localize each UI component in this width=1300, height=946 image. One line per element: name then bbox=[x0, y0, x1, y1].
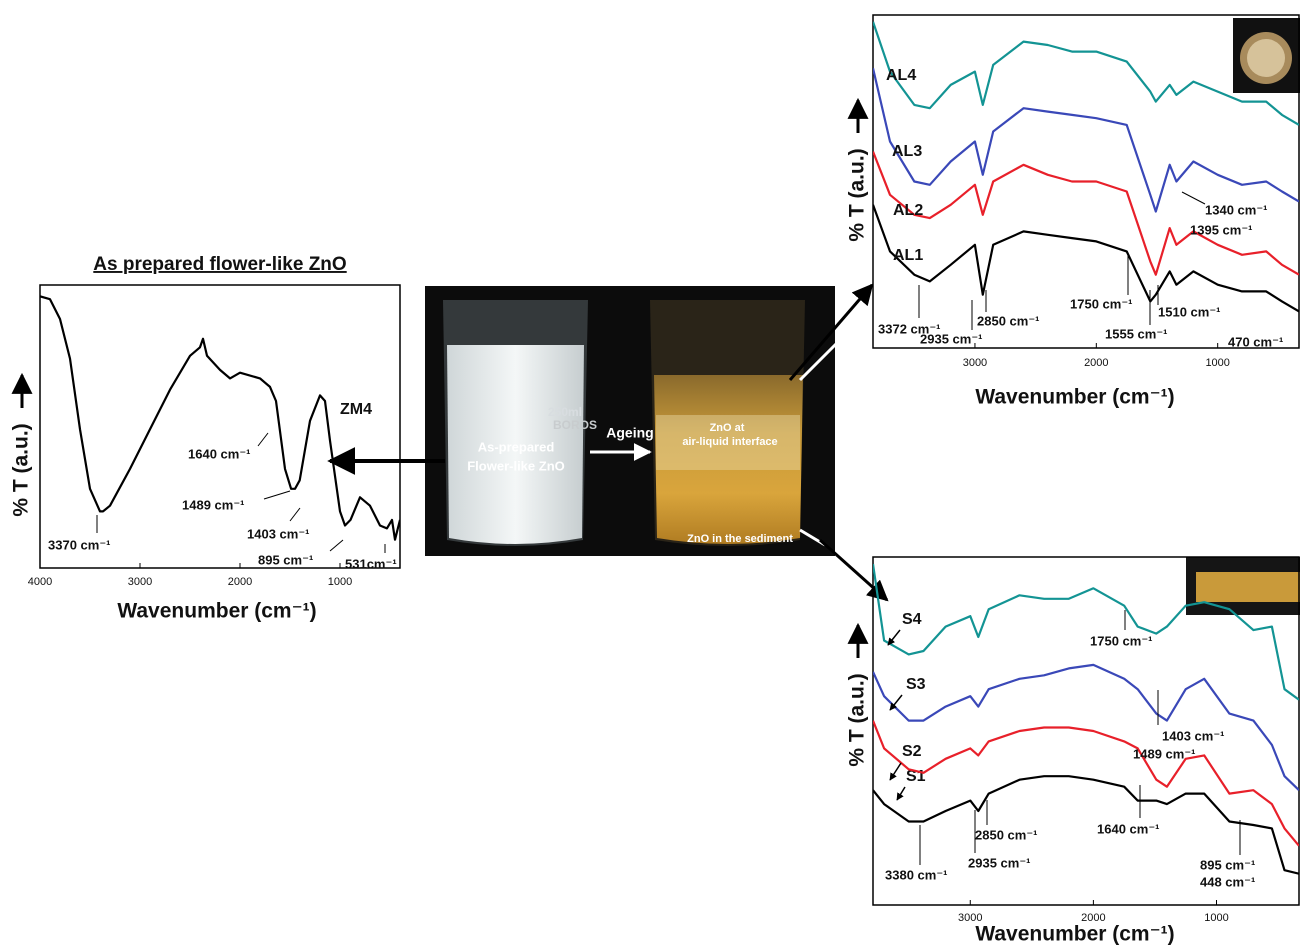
chart: Wavenumber (cm⁻¹) % T (a.u.) 3000 2000 1000 A… bbox=[846, 15, 1299, 409]
peak-annotation: 470 cm⁻¹ bbox=[1228, 334, 1283, 349]
x-tick-label: 1000 bbox=[1204, 912, 1228, 924]
photo-label: Ageing bbox=[606, 425, 653, 441]
photo-label: As-prepared bbox=[478, 439, 555, 454]
series-label: AL2 bbox=[893, 202, 923, 219]
photo-label: ZnO in the sediment bbox=[687, 533, 793, 545]
x-tick-label: 3000 bbox=[128, 576, 152, 588]
series-label: AL3 bbox=[892, 143, 922, 160]
label-pointer bbox=[897, 787, 905, 800]
peak-annotation: 531cm⁻¹ bbox=[345, 556, 397, 571]
x-axis-label: Wavenumber (cm⁻¹) bbox=[975, 386, 1174, 409]
peak-pointer bbox=[330, 540, 343, 551]
spectrum-line bbox=[873, 665, 1299, 790]
peak-pointer bbox=[264, 491, 290, 499]
spectrum-line bbox=[873, 205, 1299, 312]
x-tick-label: 3000 bbox=[958, 912, 982, 924]
photo-label: 250ml bbox=[548, 405, 582, 419]
figure: As prepared flower-like ZnO Wavenumber (c… bbox=[0, 0, 1300, 946]
peak-annotation: 1640 cm⁻¹ bbox=[188, 446, 251, 461]
inset-photo bbox=[1186, 557, 1300, 615]
peak-annotation: 1395 cm⁻¹ bbox=[1190, 222, 1253, 237]
chart: As prepared flower-like ZnO Wavenumber (c… bbox=[10, 254, 400, 623]
inset-photo bbox=[1233, 18, 1300, 93]
photo bbox=[425, 286, 840, 556]
x-tick-label: 2000 bbox=[1084, 357, 1108, 369]
photo-label: air-liquid interface bbox=[682, 436, 777, 448]
x-tick-label: 1000 bbox=[1205, 357, 1229, 369]
peak-annotation: 1750 cm⁻¹ bbox=[1090, 633, 1153, 648]
peak-annotation: 895 cm⁻¹ bbox=[258, 552, 313, 567]
series-label: AL1 bbox=[893, 247, 923, 264]
y-axis-label: % T (a.u.) bbox=[846, 148, 869, 241]
series-label: ZM4 bbox=[340, 401, 372, 418]
y-axis-label: % T (a.u.) bbox=[10, 423, 33, 516]
peak-annotation: 448 cm⁻¹ bbox=[1200, 874, 1255, 889]
spectrum-line bbox=[873, 721, 1299, 846]
peak-annotation: 1489 cm⁻¹ bbox=[1133, 746, 1196, 761]
peak-annotation: 1750 cm⁻¹ bbox=[1070, 296, 1133, 311]
peak-pointer bbox=[1182, 192, 1205, 204]
peak-pointer bbox=[258, 433, 268, 446]
peak-annotation: 2850 cm⁻¹ bbox=[975, 827, 1038, 842]
peak-annotation: 1510 cm⁻¹ bbox=[1158, 304, 1221, 319]
x-tick-label: 2000 bbox=[228, 576, 252, 588]
peak-annotation: 1403 cm⁻¹ bbox=[1162, 728, 1225, 743]
peak-annotation: 3380 cm⁻¹ bbox=[885, 867, 948, 882]
peak-annotation: 2935 cm⁻¹ bbox=[920, 331, 983, 346]
x-tick-label: 4000 bbox=[28, 576, 52, 588]
peak-pointer bbox=[290, 508, 300, 521]
x-tick-label: 2000 bbox=[1081, 912, 1105, 924]
series-label: S4 bbox=[902, 611, 922, 628]
photo-label: ZnO at bbox=[710, 422, 745, 434]
peak-annotation: 1640 cm⁻¹ bbox=[1097, 821, 1160, 836]
x-axis-label: Wavenumber (cm⁻¹) bbox=[117, 600, 316, 623]
peak-annotation: 1555 cm⁻¹ bbox=[1105, 326, 1168, 341]
x-tick-label: 3000 bbox=[963, 357, 987, 369]
series-label: S3 bbox=[906, 676, 926, 693]
x-tick-label: 1000 bbox=[328, 576, 352, 588]
photo-label: Flower-like ZnO bbox=[467, 458, 565, 473]
peak-annotation: 1489 cm⁻¹ bbox=[182, 497, 245, 512]
series-label: S2 bbox=[902, 743, 922, 760]
chart: Wavenumber (cm⁻¹) % T (a.u.) 3000 2000 1000 S… bbox=[846, 557, 1299, 946]
label-pointer bbox=[888, 630, 900, 645]
x-axis-label: Wavenumber (cm⁻¹) bbox=[975, 923, 1174, 946]
y-axis-label: % T (a.u.) bbox=[846, 673, 869, 766]
peak-annotation: 895 cm⁻¹ bbox=[1200, 857, 1255, 872]
chart-title: As prepared flower-like ZnO bbox=[93, 254, 346, 275]
peak-annotation: 3370 cm⁻¹ bbox=[48, 537, 111, 552]
peak-annotation: 2935 cm⁻¹ bbox=[968, 855, 1031, 870]
photo-label: BOROS bbox=[553, 418, 597, 432]
peak-annotation: 1403 cm⁻¹ bbox=[247, 526, 310, 541]
series-label: AL4 bbox=[886, 67, 916, 84]
peak-annotation: 1340 cm⁻¹ bbox=[1205, 202, 1268, 217]
label-pointer bbox=[890, 763, 901, 780]
peak-annotation: 2850 cm⁻¹ bbox=[977, 313, 1040, 328]
